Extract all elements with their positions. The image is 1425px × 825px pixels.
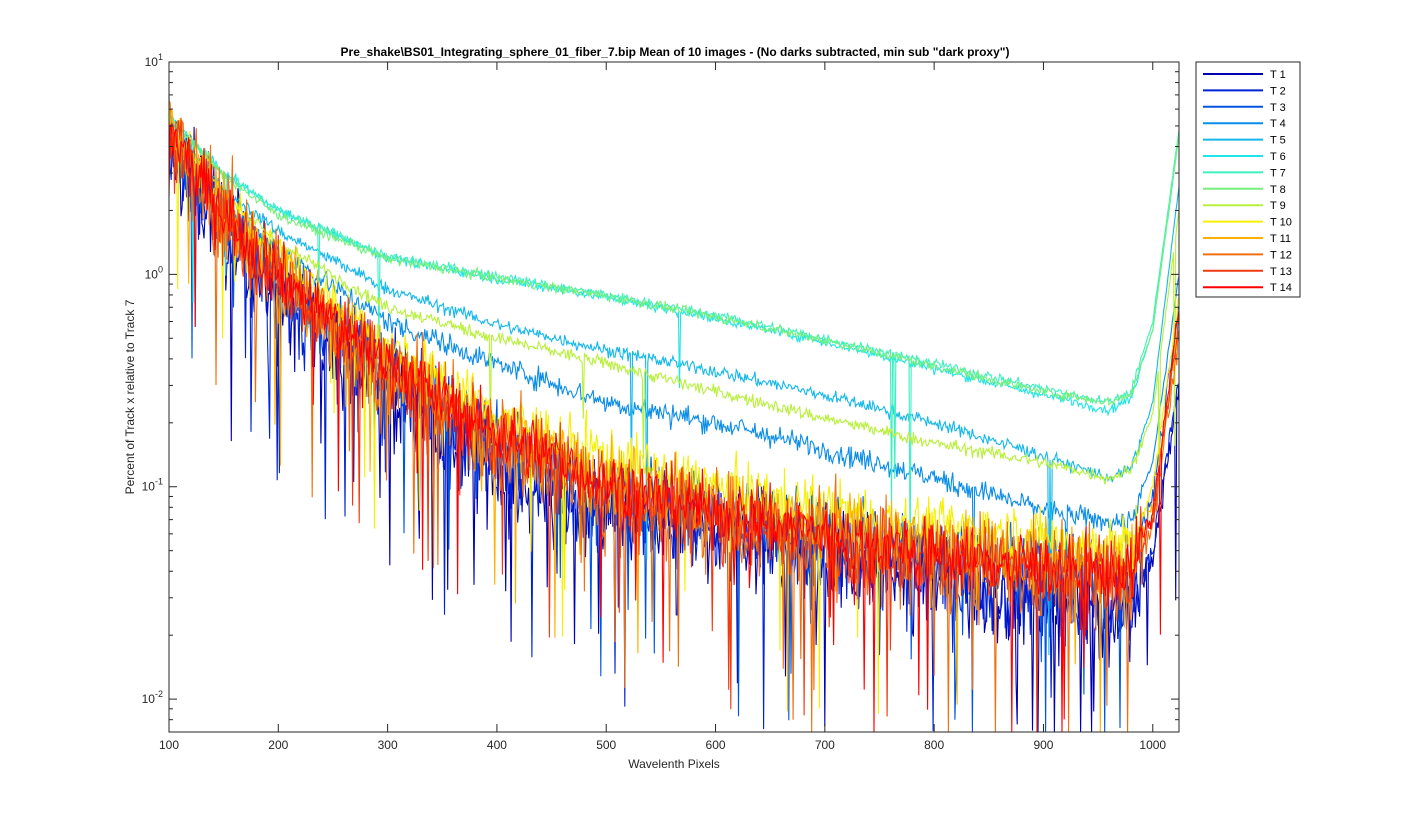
x-axis-ticks: 100 200 300 400 500 600 700 800 900 1000 [159, 62, 1166, 752]
legend: T 1 T 2 T 3 T 4 T 5 T 6 T 7 T 8 T 9 T 10 T 11 T 12 T… [1195, 61, 1301, 298]
x-axis-label: Wavelenth Pixels [628, 757, 720, 771]
y-axis-label: Percent of Track x relative to Track 7 [123, 299, 137, 494]
y-tick-label: 10-2 [142, 689, 163, 706]
series-line-5 [168, 123, 1180, 656]
series-line-4 [168, 133, 1180, 606]
x-tick-label: 1000 [1139, 738, 1166, 752]
legend-entry-label: T 3 [1270, 102, 1286, 114]
x-tick-label: 800 [924, 738, 944, 752]
series-lines [168, 95, 1180, 733]
legend-entry-label: T 9 [1270, 200, 1286, 212]
legend-entry-label: T 6 [1270, 151, 1286, 163]
series-line-9 [168, 121, 1180, 488]
plot-frame [168, 61, 1180, 733]
x-tick-label: 200 [268, 738, 288, 752]
legend-entry-label: T 4 [1270, 118, 1286, 130]
series-line-14 [168, 123, 1180, 733]
legend-box [1195, 61, 1301, 298]
legend-entry-label: T 1 [1270, 69, 1286, 81]
x-tick-label: 600 [706, 738, 726, 752]
x-tick-label: 500 [596, 738, 616, 752]
legend-entry-label: T 7 [1270, 167, 1286, 179]
legend-entry-label: T 8 [1270, 184, 1286, 196]
chart-title: Pre_shake\BS01_Integrating_sphere_01_fib… [341, 45, 1010, 59]
legend-entry-label: T 12 [1270, 249, 1292, 261]
plot-area: 100 200 300 400 500 600 700 800 900 1000 10110010… [142, 52, 1180, 752]
legend-entry-label: T 10 [1270, 217, 1292, 229]
series-line-8 [168, 112, 1180, 406]
x-tick-label: 300 [378, 738, 398, 752]
y-tick-label: 101 [145, 52, 163, 69]
series-line-7 [168, 114, 1180, 560]
legend-entry-label: T 5 [1270, 135, 1286, 147]
x-tick-label: 100 [159, 738, 179, 752]
minor-ticks [169, 71, 1179, 733]
x-tick-label: 700 [815, 738, 835, 752]
x-tick-label: 400 [487, 738, 507, 752]
y-tick-label: 10-1 [142, 477, 163, 494]
legend-entry-label: T 11 [1270, 233, 1291, 245]
x-tick-label: 900 [1033, 738, 1053, 752]
y-tick-label: 100 [145, 264, 163, 281]
y-axis-ticks: 101 100 10-1 10-2 [142, 52, 1179, 706]
legend-entry-label: T 2 [1270, 85, 1286, 97]
legend-entry-label: T 13 [1270, 266, 1292, 278]
legend-entry-label: T 14 [1270, 282, 1292, 294]
